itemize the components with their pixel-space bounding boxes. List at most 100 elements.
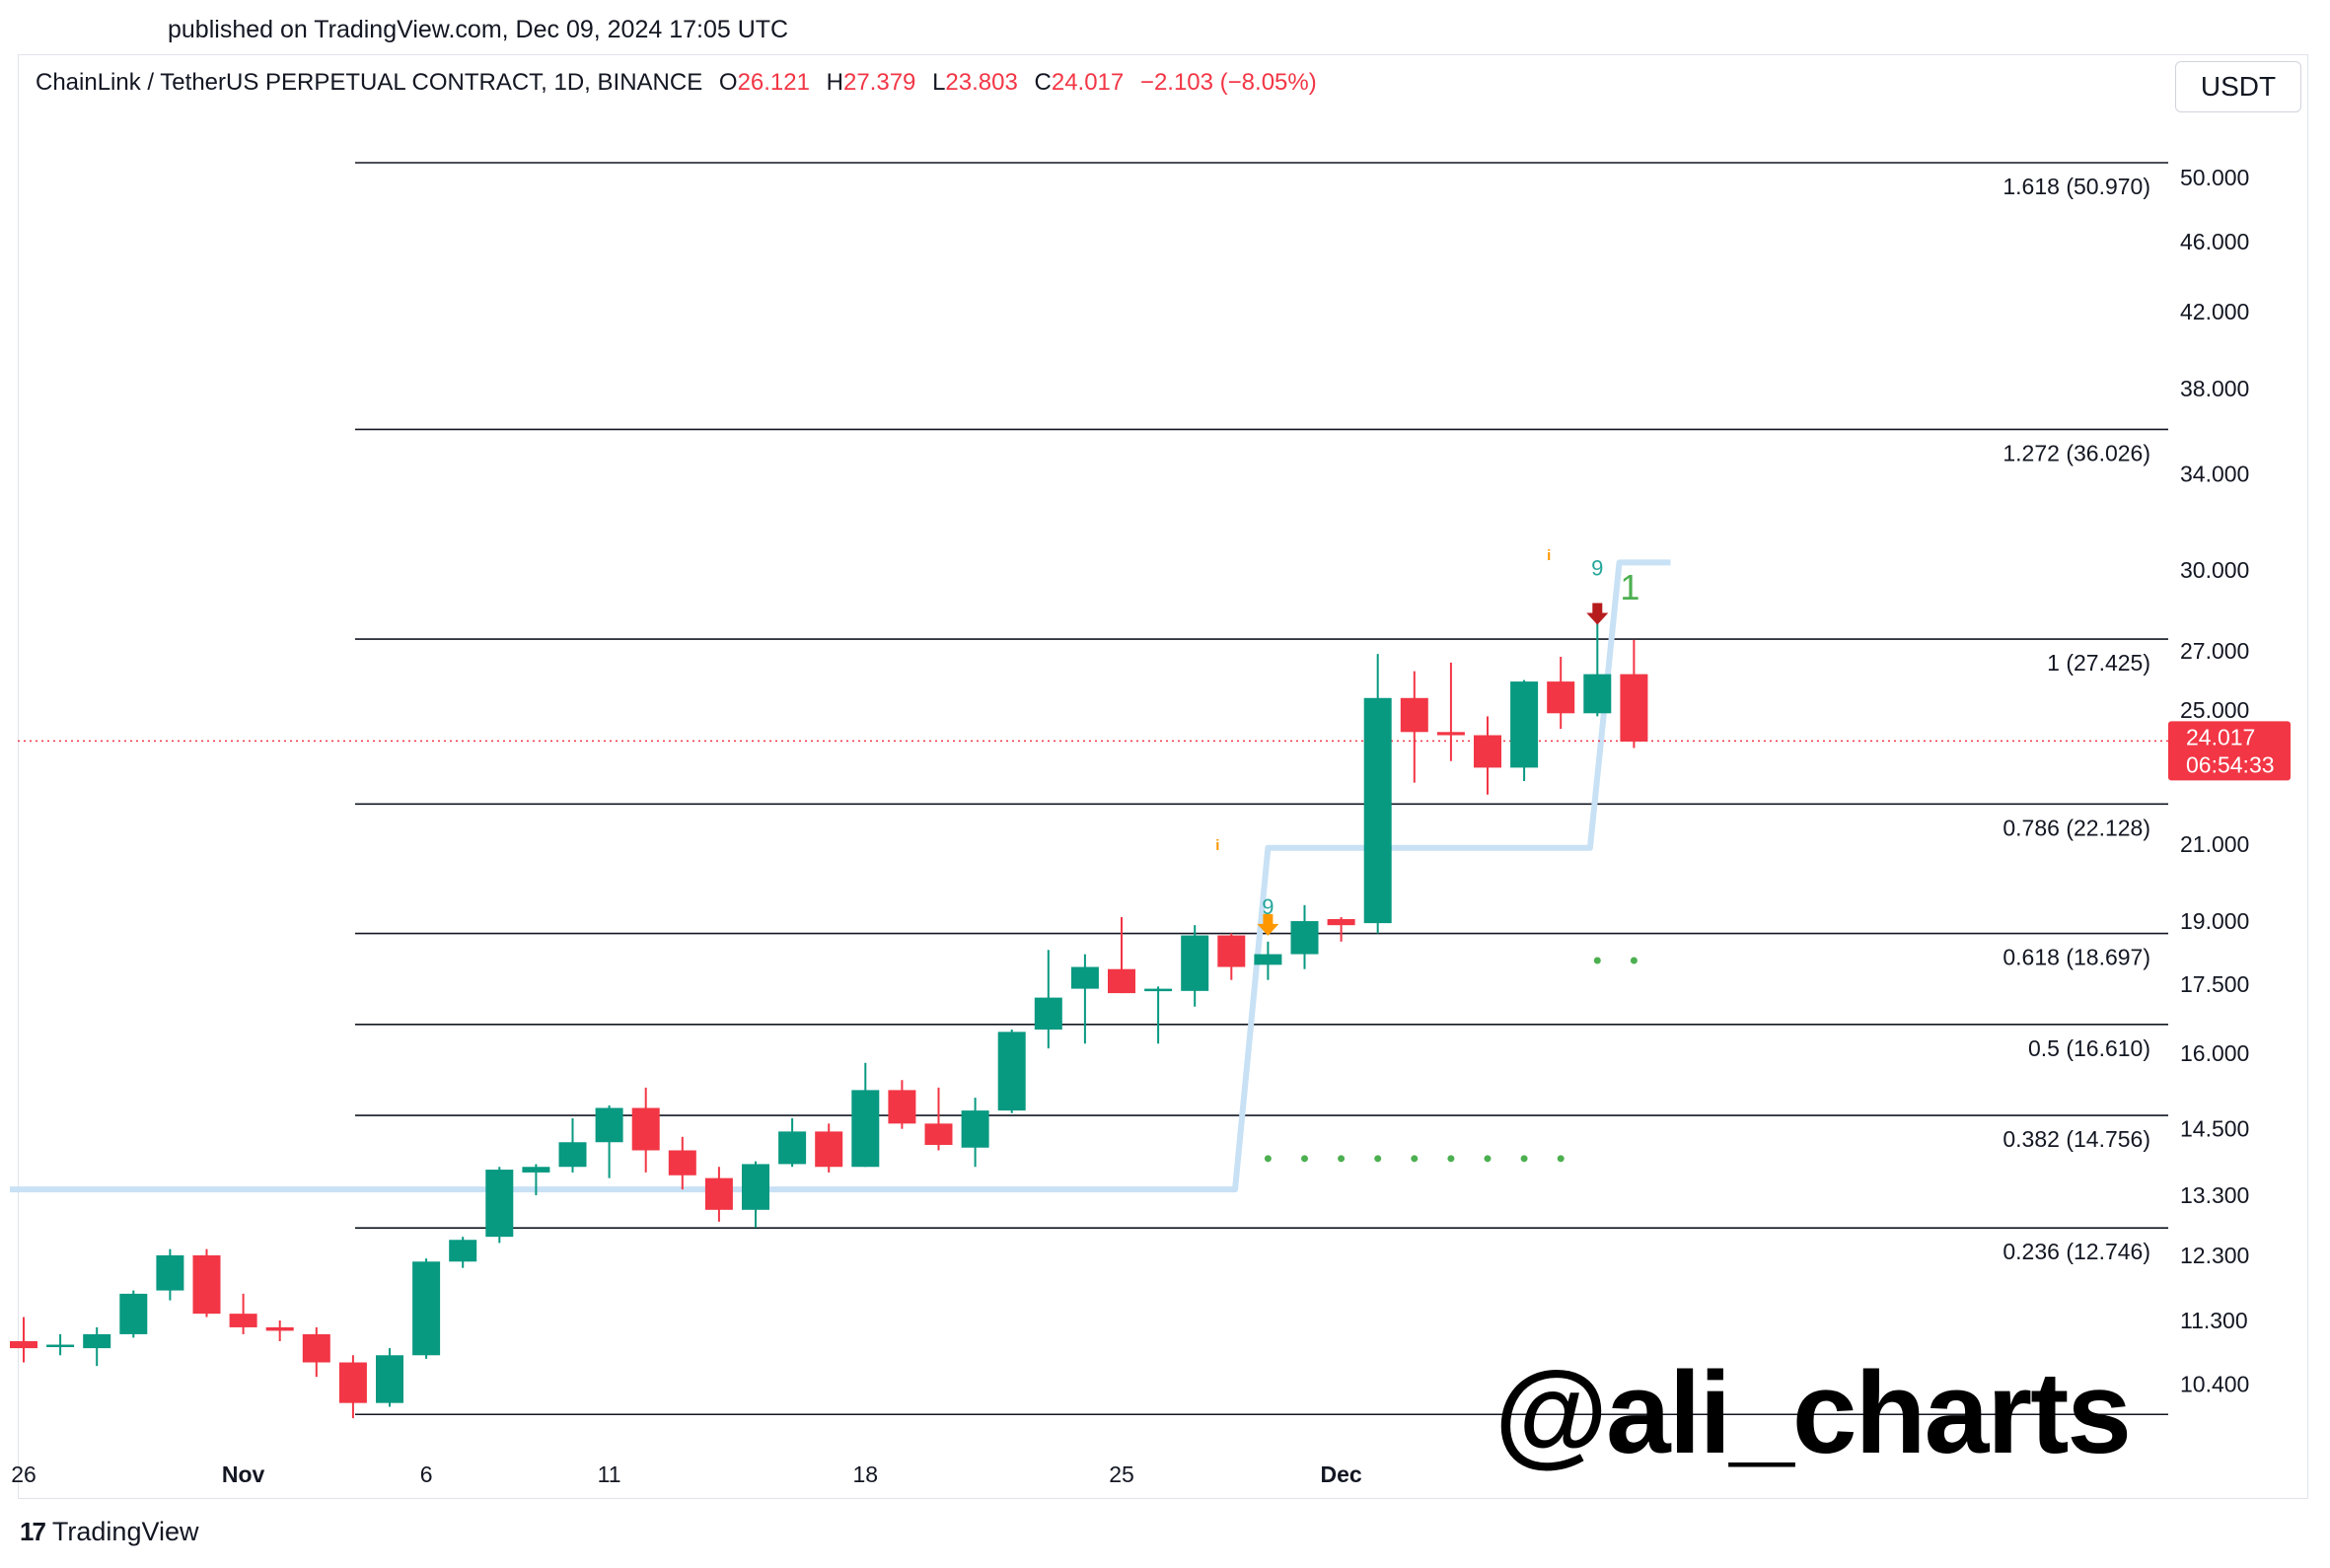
candle-body-down (815, 1131, 843, 1168)
y-axis-tick-label: 10.400 (2180, 1372, 2249, 1397)
bar-countdown: 06:54:33 (2186, 751, 2275, 777)
x-axis-tick-label: Nov (222, 1461, 265, 1487)
ohlc-close: C24.017 (1034, 69, 1125, 96)
y-axis-tick-label: 27.000 (2180, 638, 2249, 664)
candle-body-up (119, 1293, 148, 1334)
candle-body-down (265, 1326, 294, 1331)
x-axis-tick-label: 25 (1109, 1461, 1134, 1487)
down-arrow-icon (1586, 603, 1609, 625)
supertrend-line (10, 559, 1671, 1193)
signal-dot (1630, 957, 1638, 964)
fib-level-label: 0.618 (18.697) (2002, 945, 2150, 970)
info-marker: i (1547, 547, 1551, 564)
y-axis-tick-label: 42.000 (2180, 299, 2249, 324)
fib-level-label: 1.618 (50.970) (2002, 174, 2150, 199)
candle-body-up (449, 1240, 477, 1262)
fib-level-label: 0.5 (16.610) (2028, 1035, 2150, 1061)
published-caption: published on TradingView.com, Dec 09, 20… (168, 16, 789, 43)
candle-body-down (1620, 674, 1648, 742)
candle-body-down (1474, 735, 1501, 768)
currency-unit-button[interactable]: USDT (2175, 61, 2301, 112)
signal-dot (1264, 1155, 1272, 1163)
signal-dot (1374, 1155, 1382, 1163)
y-axis-tick-label: 21.000 (2180, 831, 2249, 857)
candle-body-up (778, 1131, 807, 1165)
candle-body-up (961, 1110, 989, 1148)
signal-dot (1593, 957, 1601, 964)
last-price-value: 24.017 (2186, 724, 2255, 749)
signal-dot (1484, 1155, 1492, 1163)
y-axis-tick-label: 17.500 (2180, 971, 2249, 997)
candle-body-up (1181, 935, 1209, 991)
candle-body-up (376, 1355, 403, 1403)
candle-body-up (1070, 966, 1099, 989)
fib-level-label: 0.236 (12.746) (2002, 1239, 2150, 1264)
fib-level-label: 1.272 (36.026) (2002, 440, 2150, 465)
ohlc-open: O26.121 (718, 69, 810, 96)
td-count-label: 9 (1591, 556, 1603, 581)
candle-body-up (1034, 997, 1062, 1030)
y-axis-tick-label: 34.000 (2180, 462, 2249, 487)
candle-body-up (997, 1032, 1026, 1111)
price-change: −2.103 (−8.05%) (1139, 69, 1317, 96)
signal-count-label: 1 (1620, 567, 1639, 607)
candle-body-down (704, 1177, 733, 1210)
x-axis-tick-label: 6 (420, 1461, 433, 1487)
signal-dot (1301, 1155, 1308, 1163)
y-axis-tick-label: 50.000 (2180, 165, 2249, 190)
candle-body-down (888, 1090, 916, 1124)
signal-dot (1338, 1155, 1346, 1163)
y-axis-tick-label: 19.000 (2180, 908, 2249, 934)
tradingview-logo[interactable]: 17 TradingView (20, 1517, 199, 1547)
candle-body-down (1547, 681, 1575, 714)
tradingview-logo-text: TradingView (51, 1517, 199, 1546)
y-axis-tick-label: 46.000 (2180, 229, 2249, 254)
candle-body-up (1144, 988, 1173, 992)
candle-body-down (229, 1314, 257, 1327)
y-axis-tick-label: 12.300 (2180, 1243, 2249, 1268)
tradingview-logo-icon: 17 (20, 1517, 46, 1546)
candle-body-up (742, 1164, 769, 1210)
candle-body-down (668, 1150, 696, 1176)
fib-level-label: 1 (27.425) (2047, 650, 2150, 676)
symbol-header: ChainLink / TetherUS PERPETUAL CONTRACT,… (36, 69, 1327, 97)
candle-body-down (1108, 968, 1135, 994)
y-axis-tick-label: 38.000 (2180, 376, 2249, 401)
candle-body-up (485, 1170, 514, 1238)
candle-body-up (522, 1167, 550, 1173)
chart-frame (18, 54, 2308, 1499)
candle-body-up (1510, 681, 1539, 768)
fib-level-label: 0.382 (14.756) (2002, 1126, 2150, 1152)
author-watermark: @ali_charts (1494, 1348, 2132, 1478)
ohlc-high: H27.379 (826, 69, 916, 96)
td-count-label: 9 (1262, 894, 1274, 919)
y-axis-tick-label: 13.300 (2180, 1182, 2249, 1208)
candle-body-up (156, 1254, 184, 1291)
signal-dot (1411, 1155, 1419, 1163)
candle-body-up (1290, 921, 1319, 955)
y-axis-tick-label: 16.000 (2180, 1040, 2249, 1066)
symbol-name: ChainLink / TetherUS PERPETUAL CONTRACT,… (36, 69, 703, 96)
info-marker: i (1215, 837, 1219, 854)
candle-body-down (924, 1123, 953, 1145)
candle-body-up (412, 1261, 441, 1356)
candle-body-down (302, 1333, 330, 1363)
x-axis-tick-label: 11 (598, 1461, 621, 1487)
candle-body-up (83, 1333, 111, 1349)
candle-body-up (46, 1344, 75, 1348)
fib-level-label: 0.786 (22.128) (2002, 815, 2150, 840)
candle-body-up (558, 1142, 587, 1168)
signal-dot (1447, 1155, 1455, 1163)
candle-body-up (595, 1107, 623, 1143)
candle-body-up (1254, 954, 1282, 965)
candle-body-up (1363, 697, 1392, 924)
signal-dot (1520, 1155, 1528, 1163)
candle-body-down (1436, 732, 1465, 736)
candle-body-down (1217, 935, 1246, 967)
candle-body-down (192, 1254, 221, 1315)
candle-body-down (10, 1340, 37, 1349)
y-axis-tick-label: 11.300 (2180, 1308, 2248, 1333)
x-axis-tick-label: 18 (853, 1461, 879, 1487)
x-axis-tick-label: 26 (11, 1461, 36, 1487)
